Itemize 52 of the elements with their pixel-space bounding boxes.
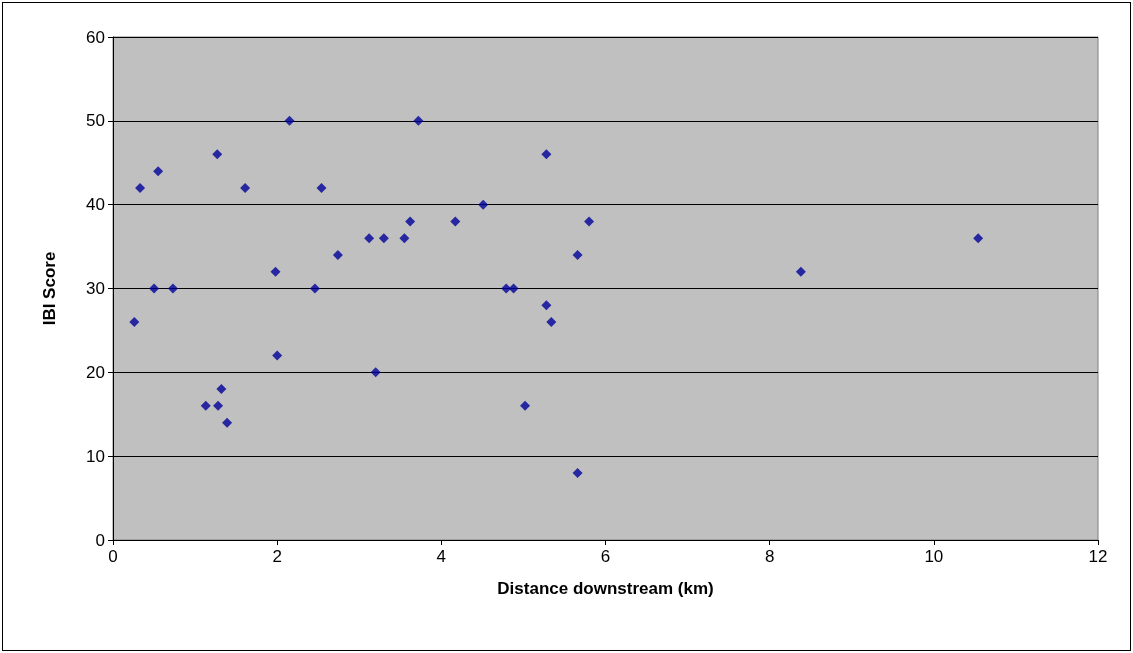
- point: [370, 367, 381, 378]
- y-tick-label: 30: [86, 279, 105, 298]
- point: [405, 216, 416, 227]
- point: [450, 216, 461, 227]
- point: [520, 400, 531, 411]
- x-tick-label: 4: [436, 547, 447, 566]
- x-tick-label: 8: [764, 547, 775, 566]
- point: [216, 384, 227, 395]
- x-axis-title: Distance downstream (km): [497, 579, 714, 598]
- point: [212, 149, 223, 160]
- point: [478, 199, 489, 210]
- x-tick-label: 12: [1088, 547, 1108, 566]
- point: [399, 233, 410, 244]
- point: [153, 166, 164, 177]
- x-tick-label: 2: [272, 547, 282, 566]
- point: [135, 182, 146, 193]
- point: [364, 233, 375, 244]
- point: [309, 283, 320, 294]
- point: [149, 283, 160, 294]
- point: [167, 283, 178, 294]
- point: [572, 467, 583, 478]
- y-tick-label: 50: [86, 111, 105, 131]
- y-tick-label: 0: [95, 530, 105, 550]
- y-tick-label: 20: [86, 362, 105, 382]
- y-tick-label: 10: [86, 446, 105, 466]
- y-axis-title: IBI Score: [40, 251, 59, 326]
- point: [541, 300, 552, 311]
- point: [213, 400, 224, 411]
- point: [284, 115, 295, 126]
- point: [795, 266, 806, 277]
- x-tick-label: 0: [108, 547, 118, 566]
- point: [270, 266, 281, 277]
- point: [316, 182, 327, 193]
- point: [222, 417, 233, 428]
- point: [508, 283, 519, 294]
- point: [332, 249, 343, 260]
- point: [378, 233, 389, 244]
- point: [272, 350, 283, 361]
- point: [240, 182, 251, 193]
- point: [572, 249, 583, 260]
- point: [546, 317, 557, 328]
- point: [200, 400, 211, 411]
- x-tick-label: 6: [600, 547, 611, 566]
- point: [973, 233, 984, 244]
- point: [584, 216, 595, 227]
- point: [541, 149, 552, 160]
- y-tick-label: 40: [86, 195, 105, 215]
- point: [501, 283, 512, 294]
- point: [129, 317, 140, 328]
- point: [413, 115, 424, 126]
- y-tick-label: 60: [86, 27, 105, 47]
- x-tick-label: 10: [924, 547, 944, 566]
